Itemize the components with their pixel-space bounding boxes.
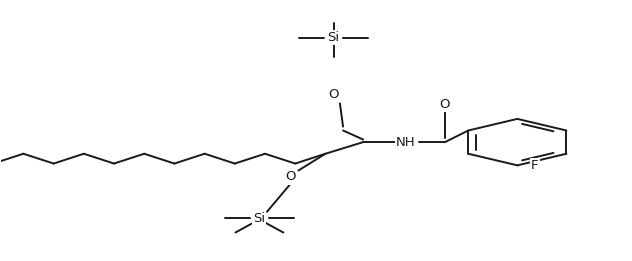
Text: NH: NH bbox=[396, 136, 416, 149]
Text: Si: Si bbox=[253, 212, 265, 225]
Text: Si: Si bbox=[327, 31, 339, 44]
Text: O: O bbox=[329, 88, 339, 101]
Text: O: O bbox=[440, 98, 450, 111]
Text: O: O bbox=[286, 170, 296, 183]
Text: F: F bbox=[531, 159, 538, 172]
